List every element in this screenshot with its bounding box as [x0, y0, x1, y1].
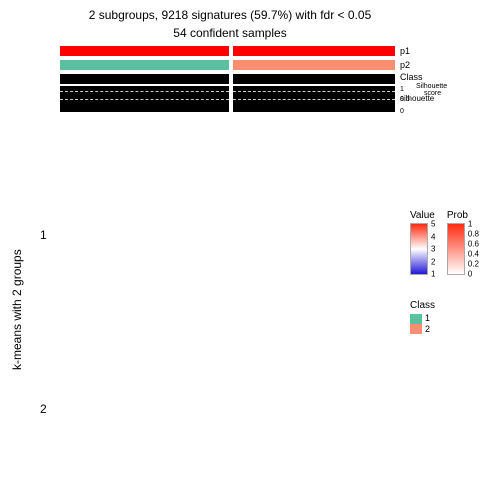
silh-tick-0: 0	[400, 108, 404, 115]
heatmap	[60, 118, 395, 496]
label-silh2: Silhouette	[416, 83, 447, 90]
legend-tick: 0.4	[468, 250, 479, 259]
silh-tick-1: 1	[400, 86, 404, 93]
legend-prob-title: Prob	[447, 210, 468, 221]
legend-label: 2	[425, 324, 430, 334]
label-score: score	[424, 90, 441, 97]
label-p1: p1	[400, 46, 410, 56]
title-main: 2 subgroups, 9218 signatures (59.7%) wit…	[50, 8, 410, 22]
annotation-cell	[233, 74, 395, 84]
annotation-cell	[60, 74, 229, 84]
legend-class-item: 1	[410, 313, 435, 324]
silhouette-dash	[60, 91, 229, 92]
legend-tick: 0.6	[468, 240, 479, 249]
silhouette-dash	[233, 91, 395, 92]
label-class: Class	[400, 72, 423, 82]
heatmap-column	[60, 118, 229, 496]
annotation-class	[60, 74, 395, 84]
legend-swatch	[410, 314, 422, 324]
legend-swatch	[410, 324, 422, 334]
silhouette-dash	[233, 99, 395, 100]
annotation-cell	[233, 46, 395, 56]
silhouette-dash	[60, 99, 229, 100]
legend-tick: 0.2	[468, 260, 479, 269]
annotation-cell	[60, 60, 229, 70]
legend-class-item: 2	[410, 324, 435, 335]
silhouette-cell	[233, 86, 395, 112]
label-p2: p2	[400, 60, 410, 70]
legend-tick: 1	[431, 270, 435, 279]
legend-tick: 1	[468, 220, 472, 229]
colorbar-value: 54321	[410, 223, 428, 275]
legend-class: Class 12	[410, 300, 435, 334]
legend-label: 1	[425, 313, 430, 323]
annotation-p1	[60, 46, 395, 56]
annotation-p2	[60, 60, 395, 70]
annotation-cell	[60, 46, 229, 56]
group-label-2: 2	[40, 402, 47, 416]
silh-tick-05: 0.5	[400, 96, 410, 103]
heatmap-column	[233, 118, 395, 496]
annotation-silhouette	[60, 86, 395, 112]
silhouette-cell	[60, 86, 229, 112]
legend-tick: 0	[468, 270, 472, 279]
plot-area	[60, 46, 395, 496]
colorbar-prob: 10.80.60.40.20	[447, 223, 465, 275]
title-sub: 54 confident samples	[50, 26, 410, 40]
legend-tick: 5	[431, 220, 435, 229]
legend-class-title: Class	[410, 300, 435, 311]
legend-value: Value 54321 Prob 10.80.60.40.20	[410, 210, 468, 275]
y-axis-label: k-means with 2 groups	[10, 249, 24, 370]
group-label-1: 1	[40, 228, 47, 242]
legend-tick: 0.8	[468, 230, 479, 239]
legend-tick: 4	[431, 232, 435, 241]
legend-tick: 3	[431, 245, 435, 254]
annotation-cell	[233, 60, 395, 70]
legend-tick: 2	[431, 257, 435, 266]
